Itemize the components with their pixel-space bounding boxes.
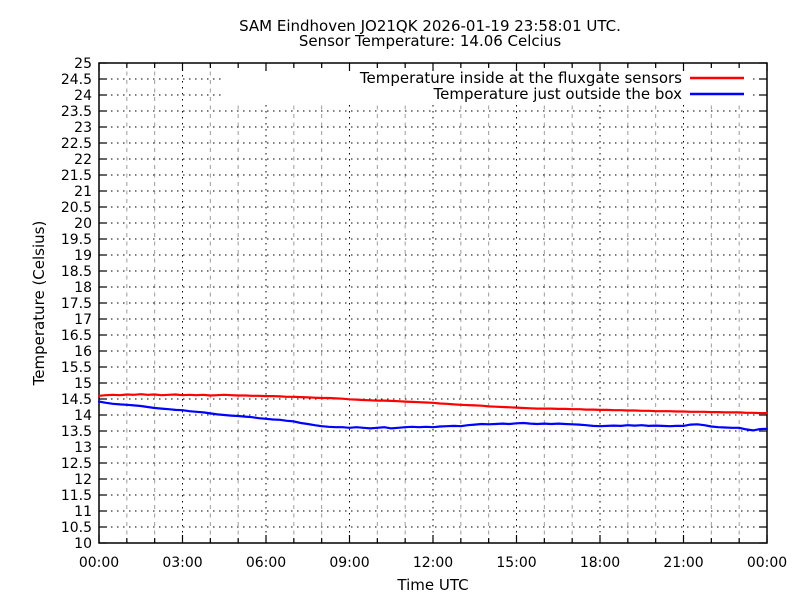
y-tick-label: 19 xyxy=(74,248,92,264)
y-tick-label: 25 xyxy=(74,56,92,72)
y-tick-label: 11.5 xyxy=(61,488,92,504)
chart-subtitle: Sensor Temperature: 14.06 Celcius xyxy=(299,32,562,50)
x-tick-label: 03:00 xyxy=(162,555,202,571)
chart-title: SAM Eindhoven JO21QK 2026-01-19 23:58:01… xyxy=(239,17,621,35)
y-tick-label: 13.5 xyxy=(61,424,92,440)
x-tick-label: 00:00 xyxy=(79,555,119,571)
y-tick-label: 24 xyxy=(74,88,92,104)
y-tick-label: 19.5 xyxy=(61,232,92,248)
series-line-1 xyxy=(97,400,769,432)
y-tick-label: 21 xyxy=(74,184,92,200)
x-tick-label: 18:00 xyxy=(580,555,620,571)
legend-label-outside: Temperature just outside the box xyxy=(433,85,683,103)
x-tick-label: 00:00 xyxy=(747,555,787,571)
y-tick-label: 18.5 xyxy=(61,264,92,280)
legend-blank xyxy=(222,71,751,105)
y-tick-label: 22.5 xyxy=(61,136,92,152)
y-tick-label: 20.5 xyxy=(61,200,92,216)
x-tick-label: 09:00 xyxy=(329,555,369,571)
y-tick-label: 13 xyxy=(74,440,92,456)
y-tick-label: 16 xyxy=(74,344,92,360)
plot-area: 1010.51111.51212.51313.51414.51515.51616… xyxy=(61,56,787,571)
y-tick-label: 12.5 xyxy=(61,456,92,472)
x-axis-title: Time UTC xyxy=(396,576,468,594)
y-tick-label: 10.5 xyxy=(61,520,92,536)
legend: Temperature inside at the fluxgate senso… xyxy=(359,69,744,103)
y-tick-label: 18 xyxy=(74,280,92,296)
x-tick-label: 15:00 xyxy=(496,555,536,571)
y-tick-label: 14 xyxy=(74,408,92,424)
y-tick-label: 11 xyxy=(74,504,92,520)
y-tick-label: 22 xyxy=(74,152,92,168)
y-tick-label: 24.5 xyxy=(61,72,92,88)
y-tick-label: 14.5 xyxy=(61,392,92,408)
series-line-0 xyxy=(97,393,769,415)
x-tick-label: 06:00 xyxy=(246,555,286,571)
y-tick-label: 16.5 xyxy=(61,328,92,344)
y-tick-label: 15 xyxy=(74,376,92,392)
y-tick-label: 10 xyxy=(74,536,92,552)
y-tick-label: 23.5 xyxy=(61,104,92,120)
y-tick-label: 17.5 xyxy=(61,296,92,312)
x-tick-label: 21:00 xyxy=(663,555,703,571)
y-tick-label: 23 xyxy=(74,120,92,136)
y-tick-label: 21.5 xyxy=(61,168,92,184)
y-axis-title: Temperature (Celsius) xyxy=(30,221,48,387)
y-tick-label: 12 xyxy=(74,472,92,488)
y-tick-label: 15.5 xyxy=(61,360,92,376)
legend-label-inside: Temperature inside at the fluxgate senso… xyxy=(359,69,682,87)
x-tick-label: 12:00 xyxy=(413,555,453,571)
y-tick-label: 17 xyxy=(74,312,92,328)
y-tick-label: 20 xyxy=(74,216,92,232)
